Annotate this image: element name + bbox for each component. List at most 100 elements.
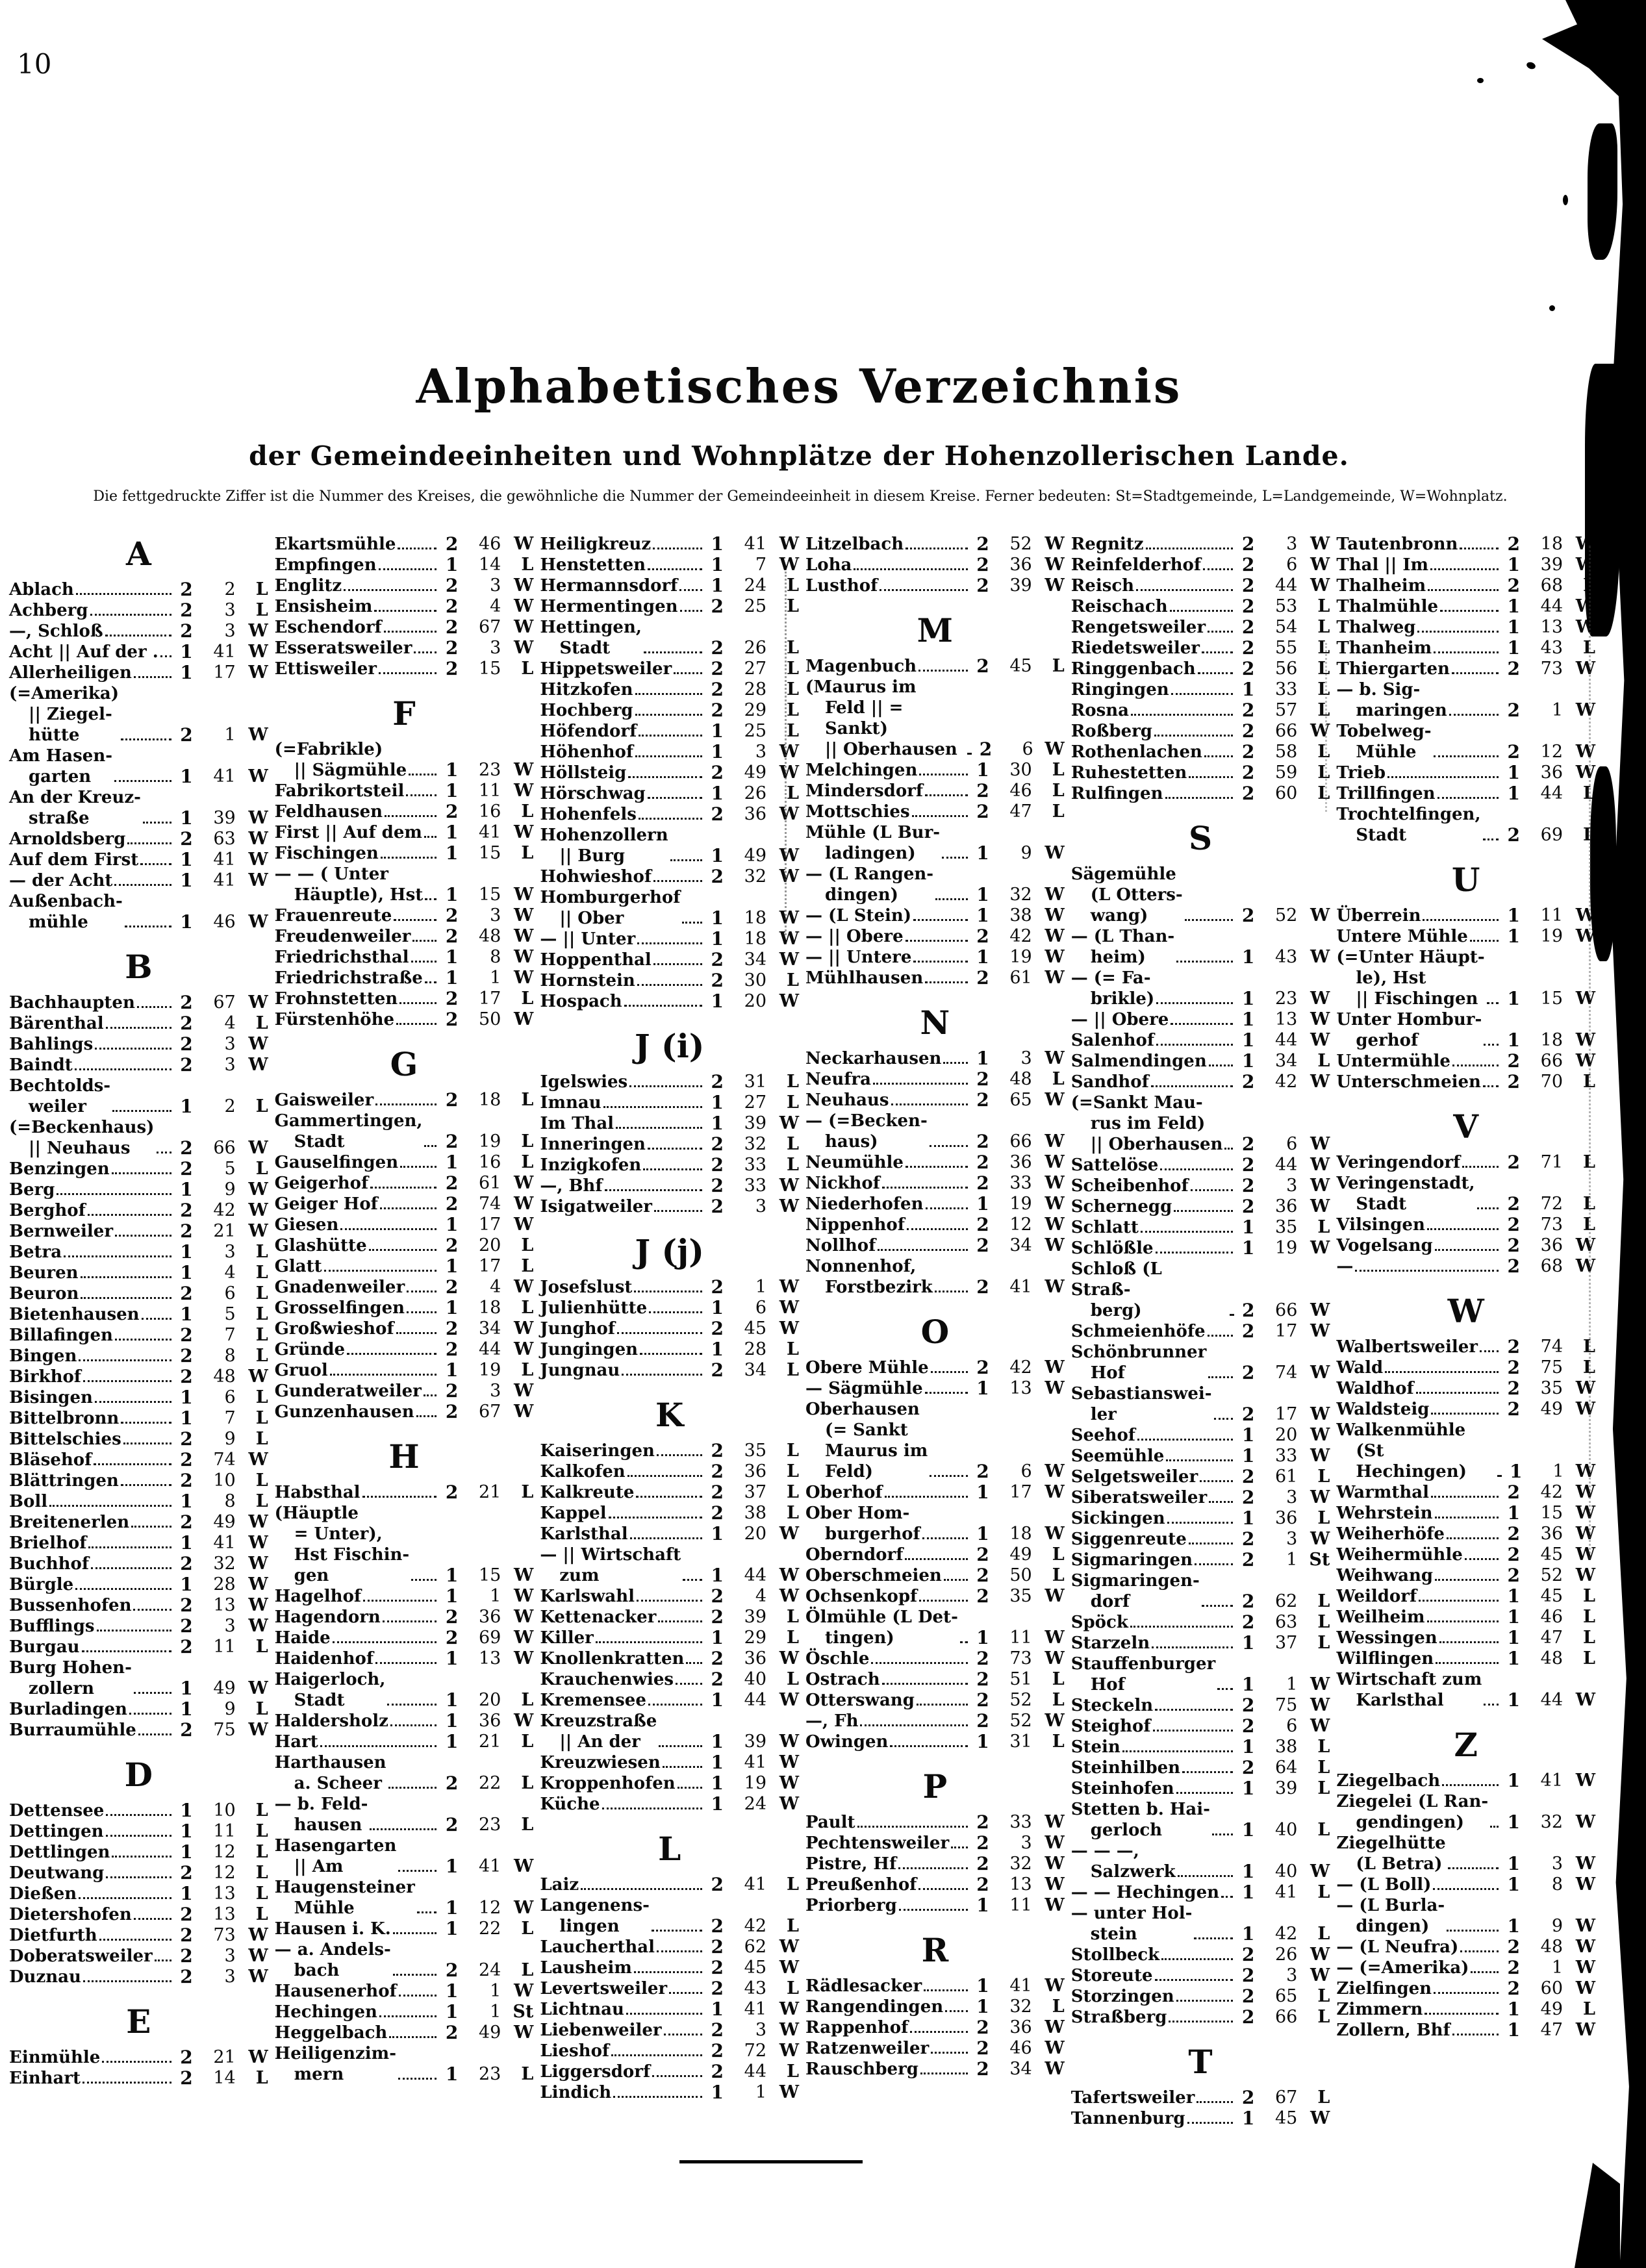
gemeinde-number: 50: [1009, 1565, 1032, 1585]
gemeinde-number: 34: [1275, 1051, 1298, 1071]
gemeinde-number: 42: [744, 1916, 767, 1936]
kreis-number: 1: [445, 946, 459, 968]
gemeinde-number: 45: [1009, 656, 1032, 676]
gemeinde-number: 39: [1540, 555, 1564, 575]
place-name: Hausen i. K.: [274, 1919, 391, 1939]
place-name: Ettisweiler: [274, 659, 377, 679]
kreis-number: 2: [180, 2047, 193, 2068]
dot-leader: [424, 981, 437, 983]
index-entry: Laiz 2 41 L: [540, 1874, 799, 1895]
kreis-number: 1: [711, 1752, 724, 1773]
dot-leader: [934, 1291, 968, 1292]
dot-leader: [131, 1526, 171, 1528]
type-abbreviation: W: [1575, 1812, 1596, 1832]
index-entry: Weihwang 2 52 W: [1336, 1565, 1595, 1586]
type-abbreviation: L: [1583, 1215, 1596, 1235]
type-abbreviation: W: [1045, 1628, 1065, 1648]
index-entry: Thalweg 1 13 W: [1336, 617, 1595, 638]
index-entry: Sandhof 2 42 W: [1071, 1072, 1330, 1092]
place-name: Unter Hombur-gerhof: [1336, 1010, 1482, 1050]
dot-leader: [872, 1083, 968, 1085]
gemeinde-number: 65: [1009, 1090, 1032, 1110]
gemeinde-number: 3: [755, 2020, 767, 2040]
gemeinde-number: 11: [213, 1637, 236, 1657]
place-name: Stauffenburger Hof: [1070, 1654, 1216, 1695]
gemeinde-number: 11: [1009, 1895, 1032, 1915]
gemeinde-number: 13: [1009, 1874, 1032, 1895]
place-name: Tafertsweiler: [1070, 2088, 1195, 2108]
type-abbreviation: W: [779, 804, 800, 824]
gemeinde-number: 30: [744, 970, 767, 990]
kreis-number: 2: [711, 596, 724, 617]
type-abbreviation: W: [1310, 1945, 1330, 1965]
ink-speck-artifact: [1477, 78, 1484, 83]
gemeinde-number: 27: [744, 1092, 767, 1113]
kreis-number: 2: [711, 1481, 724, 1503]
ink-speck-artifact: [1563, 195, 1568, 205]
kreis-number: 1: [180, 1407, 193, 1429]
kreis-number: 2: [1241, 1695, 1255, 1716]
kreis-number: 2: [445, 1401, 459, 1422]
dot-leader: [1430, 568, 1499, 570]
gemeinde-number: 31: [1009, 1732, 1032, 1752]
dot-leader: [919, 1600, 968, 1602]
kreis-number: 2: [711, 1585, 724, 1607]
index-entry: Steighof 2 6 W: [1071, 1716, 1330, 1737]
gemeinde-number: 27: [744, 659, 767, 679]
place-name: Josefslust: [540, 1278, 633, 1297]
kreis-number: 2: [180, 1615, 193, 1637]
index-entry: Neckarhausen 1 3 W: [805, 1048, 1065, 1069]
type-abbreviation: L: [1583, 1607, 1596, 1627]
place-name: Fabrikortsteil: [274, 781, 405, 801]
dot-leader: [648, 568, 703, 570]
gemeinde-number: 6: [1022, 739, 1033, 759]
kreis-number: 2: [1241, 1528, 1255, 1550]
gemeinde-number: 46: [478, 534, 501, 554]
gemeinde-number: 66: [1009, 1131, 1032, 1152]
place-name: (Häuptle = Unter), Hst Fischin-gen: [274, 1504, 410, 1585]
dot-leader: [392, 1974, 437, 1976]
index-entry: Tafertsweiler 2 67 L: [1071, 2087, 1330, 2108]
place-name: Giesen: [274, 1215, 339, 1235]
place-name: Schernegg: [1070, 1197, 1172, 1216]
dot-leader: [412, 940, 437, 942]
type-abbreviation: L: [1317, 1924, 1330, 1944]
scan-line-artifact: [1325, 643, 1327, 812]
dot-leader: [1426, 1228, 1499, 1230]
index-entry: Tautenbronn218W: [1336, 534, 1595, 555]
index-entry: (=Beckenhaus) || Neuhaus 2 66 W: [9, 1117, 268, 1159]
section-letter: J (i): [634, 1027, 705, 1065]
type-abbreviation: W: [1310, 1196, 1330, 1216]
type-abbreviation: W: [1575, 1461, 1596, 1481]
gemeinde-number: 17: [478, 1215, 501, 1235]
place-name: Habsthal: [274, 1483, 361, 1502]
gemeinde-number: 23: [1275, 989, 1298, 1009]
gemeinde-number: 36: [1009, 1152, 1032, 1172]
dot-leader: [1131, 714, 1234, 716]
place-name: Vilsingen: [1336, 1215, 1425, 1235]
type-abbreviation: L: [255, 579, 268, 599]
type-abbreviation: W: [779, 1113, 800, 1133]
place-name: — || Obere: [1070, 1010, 1169, 1029]
gemeinde-number: 9: [1020, 843, 1032, 863]
section-letter: P: [922, 1767, 948, 1806]
index-entry: Reisch 2 44 W: [1071, 575, 1330, 596]
place-name: Feldhausen: [274, 802, 383, 822]
dot-leader: [105, 1835, 171, 1837]
place-name: Trieb: [1336, 763, 1386, 783]
gemeinde-number: 18: [478, 1298, 501, 1318]
place-name: Seemühle: [1070, 1446, 1165, 1466]
kreis-number: 2: [976, 2037, 989, 2059]
index-column: A Ablach 2 2 L Achberg 2 3 L —, Schloß 2 3 W Acht || …: [9, 534, 268, 2089]
index-entry: Untere Mühle 1 19 W: [1336, 926, 1595, 947]
index-entry: — b. Sig-maringen 2 1 W: [1336, 679, 1595, 721]
dot-leader: [679, 589, 703, 591]
type-abbreviation: W: [1045, 1357, 1065, 1378]
kreis-number: 2: [976, 554, 989, 575]
type-abbreviation: W: [1575, 1874, 1596, 1895]
place-name: Igelswies: [540, 1072, 628, 1092]
type-abbreviation: W: [514, 575, 534, 596]
footer-rule: [679, 2160, 863, 2163]
type-abbreviation: L: [787, 2061, 800, 2082]
gemeinde-number: 49: [1540, 1399, 1564, 1419]
